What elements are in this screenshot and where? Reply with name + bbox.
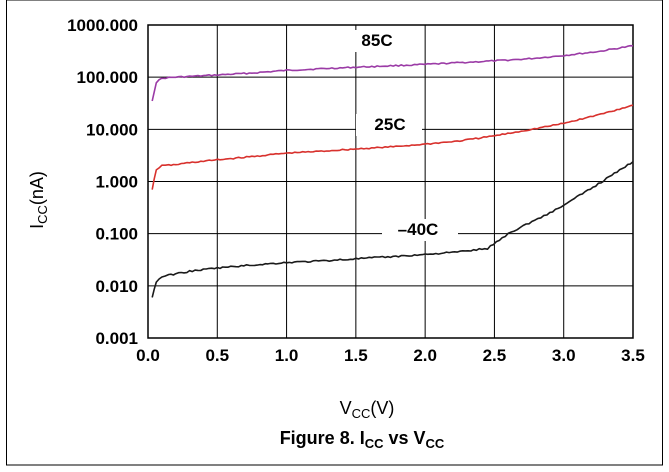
series-lines <box>151 44 634 298</box>
x-tick-label: 0.0 <box>136 346 160 365</box>
x-tick-label: 2.5 <box>483 346 507 365</box>
plot-frame <box>147 24 634 339</box>
caption-main: Figure 8. I <box>280 428 365 448</box>
y-tick-label: 0.010 <box>95 277 138 296</box>
y-tick-label: 100.000 <box>77 68 138 87</box>
series-label-bg <box>348 30 406 52</box>
y-tick-label: 1000.000 <box>67 16 138 35</box>
x-tick-label: 0.5 <box>205 346 229 365</box>
y-tick-labels: 0.001 0.010 0.100 1.000 10.000 100.000 1000.00… <box>67 16 138 348</box>
x-axis-title-sub: CC <box>352 406 371 421</box>
x-axis-title-main: V <box>340 398 352 418</box>
series-label-bg <box>356 114 422 136</box>
x-tick-label: 1.0 <box>275 346 299 365</box>
y-tick-label: 10.000 <box>86 120 138 139</box>
grid-lines <box>147 24 634 339</box>
series-line-minus40C <box>151 161 634 298</box>
figure-caption: Figure 8. ICC vs VCC <box>280 428 445 451</box>
caption-sub2: CC <box>426 436 445 451</box>
y-tick-label: 0.100 <box>95 225 138 244</box>
series-label-bg <box>382 219 458 241</box>
plot-area: 0.0 0.5 1.0 1.5 2.0 2.5 3.0 3.5 0.001 0.010 0.100… <box>67 16 645 365</box>
y-axis-title: ICC(nA) <box>27 171 50 229</box>
x-tick-label: 2.0 <box>413 346 437 365</box>
x-axis-title-unit: (V) <box>370 398 394 418</box>
y-tick-label: 0.001 <box>95 329 138 348</box>
series-line-25C <box>151 104 634 190</box>
series-line-85C <box>151 44 634 102</box>
y-axis-title-unit: (nA) <box>27 171 47 205</box>
series-labels: 85C 25C –40C <box>348 30 458 241</box>
caption-mid: vs V <box>384 428 426 448</box>
x-tick-label: 1.5 <box>344 346 368 365</box>
y-axis-title-main: I <box>27 224 47 229</box>
x-axis-title: VCC(V) <box>340 398 395 421</box>
y-axis-title-sub: CC <box>35 205 50 224</box>
x-tick-label: 3.0 <box>552 346 576 365</box>
series-label-25C: 25C <box>374 115 405 134</box>
caption-sub1: CC <box>365 436 384 451</box>
x-tick-labels: 0.0 0.5 1.0 1.5 2.0 2.5 3.0 3.5 <box>136 346 645 365</box>
y-tick-label: 1.000 <box>95 173 138 192</box>
series-label-minus40C: –40C <box>398 220 439 239</box>
series-label-85C: 85C <box>361 31 392 50</box>
x-tick-label: 3.5 <box>621 346 645 365</box>
